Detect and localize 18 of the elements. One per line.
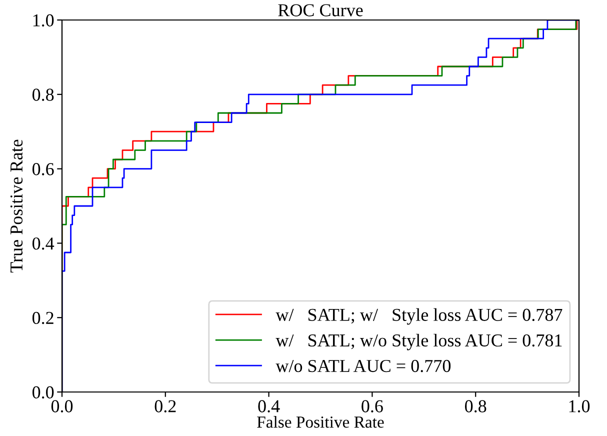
y-tick-label: 1.0 [33, 14, 54, 27]
legend-label: w/o SATL AUC = 0.770 [276, 360, 451, 372]
x-tick-label: 0.0 [51, 400, 73, 412]
y-tick-label: 0.0 [32, 386, 54, 399]
legend-label: w/ SATL; w/ Style loss AUC = 0.787 [276, 308, 562, 325]
legend-label: w/ SATL; w/o Style loss AUC = 0.781 [276, 334, 562, 350]
x-tick-label: 0.2 [154, 400, 176, 412]
y-tick-label: 0.2 [32, 312, 54, 324]
y-tick-label: 0.8 [32, 88, 54, 101]
x-axis-title: False Positive Rate [257, 416, 384, 428]
x-tick-label: 0.4 [258, 400, 280, 412]
x-tick-label: 0.8 [465, 400, 486, 412]
y-tick-label: 0.6 [32, 163, 54, 176]
y-tick-label: 0.4 [32, 237, 54, 250]
x-tick-label: 1.0 [569, 400, 590, 412]
y-axis-title: True Positive Rate [10, 140, 23, 273]
chart-title: ROC Curve [278, 4, 363, 16]
x-tick-label: 0.6 [362, 400, 383, 412]
